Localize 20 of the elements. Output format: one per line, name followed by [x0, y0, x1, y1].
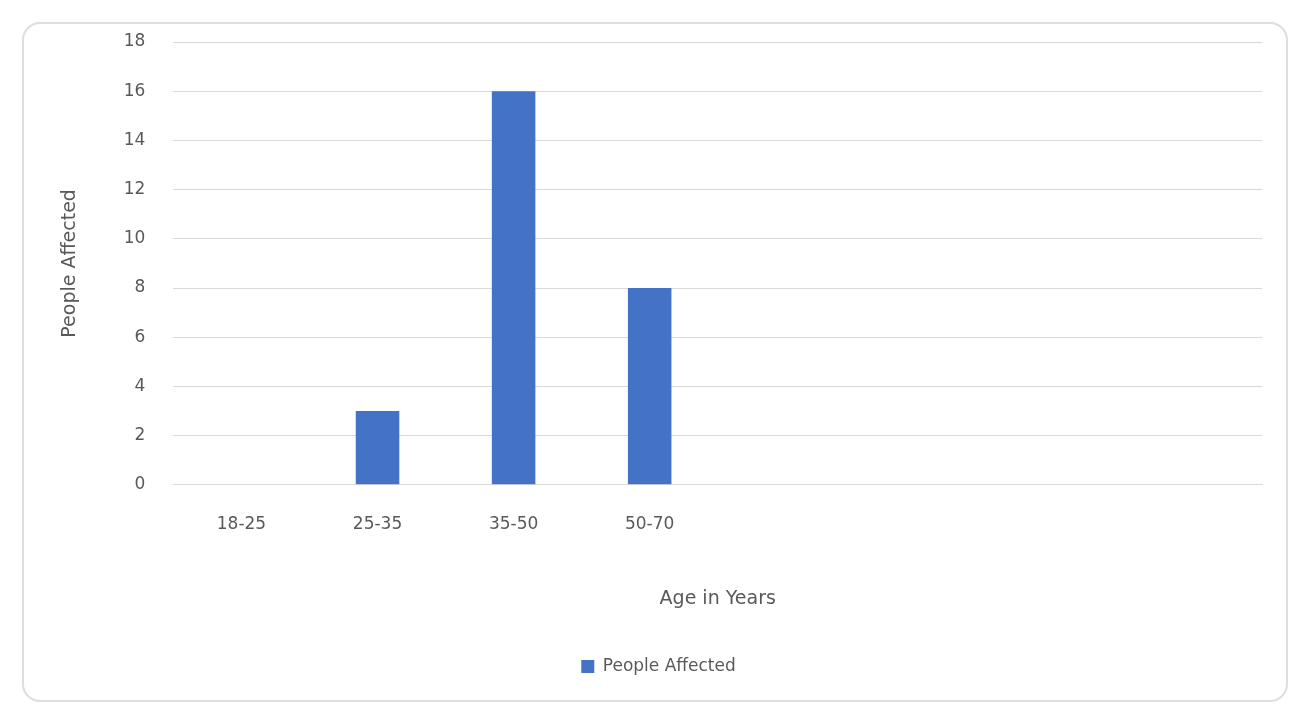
x-axis-title: Age in Years — [659, 585, 776, 608]
y-tick-label: 4 — [134, 374, 146, 395]
bar — [355, 411, 400, 485]
y-tick-label: 2 — [134, 424, 146, 445]
x-tick-label: 18-25 — [216, 513, 267, 534]
y-tick-label: 0 — [134, 473, 146, 494]
y-tick-label: 10 — [123, 227, 146, 248]
bar — [627, 288, 672, 485]
y-tick-label: 12 — [123, 178, 146, 199]
x-tick-label: 35-50 — [488, 513, 539, 534]
y-tick-label: 16 — [123, 79, 146, 100]
y-tick-label: 6 — [134, 325, 146, 346]
legend-label: People Affected — [602, 654, 736, 675]
y-tick-label: 14 — [123, 128, 146, 149]
y-tick-label: 18 — [123, 30, 146, 51]
x-tick-label: 25-35 — [352, 513, 403, 534]
y-axis-title: People Affected — [57, 189, 80, 338]
y-tick-label: 8 — [134, 276, 146, 297]
x-tick-label: 50-70 — [624, 513, 675, 534]
bar — [491, 91, 536, 485]
